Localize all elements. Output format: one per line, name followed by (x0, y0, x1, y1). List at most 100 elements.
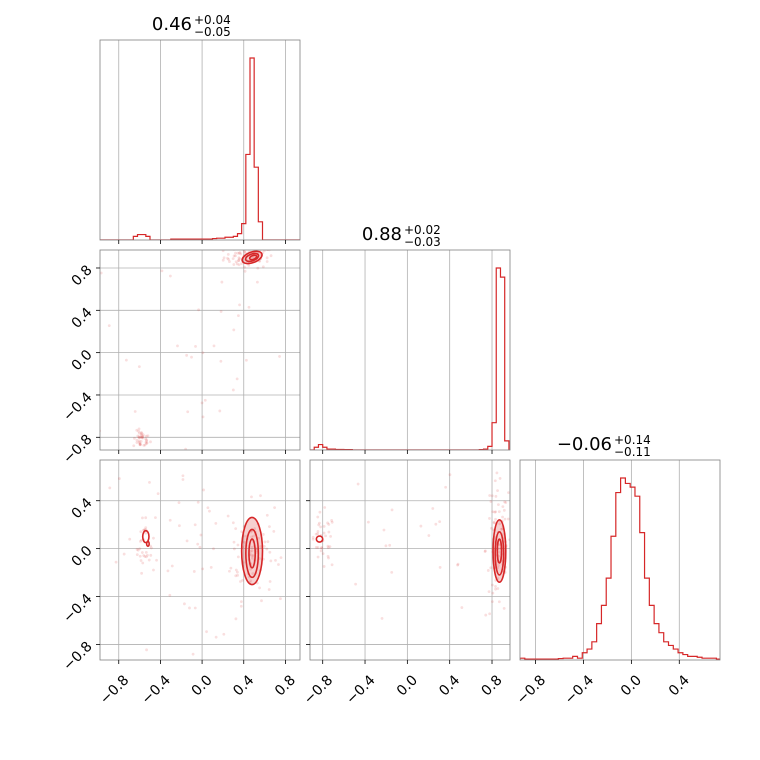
panel-scatter-2-0 (96, 459, 301, 713)
x-tick-label-col0-2: 0.0 (189, 672, 216, 699)
sample-point-scatter-1-0-1-5 (139, 440, 143, 443)
sample-point-scatter-2-0-1-19 (128, 537, 132, 541)
sample-point-scatter-2-0-2-21 (155, 558, 158, 562)
sample-point-scatter-1-0-0-39 (265, 260, 269, 263)
title-minus-hist-2: −0.11 (614, 445, 651, 459)
sample-point-scatter-1-0-1-23 (144, 440, 148, 444)
axes-frame-scatter-2-0 (99, 459, 301, 661)
sample-point-scatter-2-0-1-24 (152, 536, 155, 540)
sample-point-scatter-2-1-0-52 (494, 430, 497, 433)
sample-point-scatter-1-0-0-17 (239, 252, 243, 256)
sample-point-scatter-1-0-1-3 (141, 435, 144, 439)
x-tick-label-col0-1: −0.4 (139, 672, 174, 707)
x-tick-label-col1-4: 0.8 (479, 672, 506, 699)
sample-point-scatter-2-1-2-9 (390, 508, 394, 512)
sample-point-scatter-1-0-2-18 (201, 415, 205, 419)
sample-point-scatter-2-0-0-14 (228, 569, 231, 573)
sample-point-scatter-2-0-1-7 (146, 553, 149, 557)
sample-point-scatter-2-0-2-8 (117, 477, 121, 480)
sample-point-scatter-1-0-2-21 (235, 377, 239, 381)
sample-point-scatter-2-1-0-9 (493, 510, 497, 514)
sample-point-scatter-2-0-2-7 (142, 710, 145, 713)
sample-point-scatter-2-0-2-33 (266, 540, 270, 544)
sample-point-scatter-1-0-1-30 (141, 436, 145, 440)
sample-point-scatter-1-0-0-14 (263, 250, 266, 253)
sample-point-scatter-2-0-2-9 (236, 555, 240, 559)
x-tick-label-col1-0: −0.8 (301, 672, 336, 707)
sample-point-scatter-2-1-0-0 (508, 538, 510, 542)
sample-point-scatter-1-0-2-30 (124, 358, 128, 362)
sample-point-scatter-1-0-1-24 (137, 429, 140, 433)
sample-point-scatter-2-0-0-19 (255, 548, 259, 552)
sample-point-scatter-2-1-0-63 (503, 500, 507, 504)
sample-point-scatter-2-1-0-50 (491, 510, 495, 514)
sample-point-scatter-2-0-2-16 (166, 569, 170, 573)
sample-point-scatter-2-1-1-39 (307, 578, 310, 581)
x-tick-label-col0-4: 0.8 (272, 672, 299, 699)
sample-point-scatter-2-1-2-21 (460, 606, 464, 609)
panel-hist-2: −0.06 +0.14−0.11 (519, 433, 721, 664)
sample-point-scatter-2-0-1-11 (139, 559, 143, 562)
sample-point-scatter-1-0-1-38 (139, 443, 142, 447)
sample-point-scatter-2-0-0-31 (252, 534, 255, 538)
sample-point-scatter-1-0-1-33 (135, 441, 139, 444)
x-tick-label-col2-1: −0.4 (562, 672, 597, 707)
sample-point-scatter-2-0-0-9 (250, 535, 254, 539)
sample-point-scatter-2-0-2-56 (196, 542, 200, 546)
sample-point-scatter-2-1-0-65 (495, 471, 499, 475)
sample-point-scatter-2-1-0-80 (492, 520, 496, 524)
sample-point-scatter-1-0-2-3 (278, 355, 281, 358)
sample-point-scatter-1-0-0-53 (221, 250, 225, 253)
sample-point-scatter-2-0-0-42 (259, 545, 263, 548)
sample-point-scatter-2-0-0-41 (268, 580, 272, 583)
x-tick-label-col1-3: 0.4 (436, 672, 463, 699)
sample-point-scatter-2-1-1-2 (326, 544, 330, 548)
sample-point-scatter-1-0-1-15 (145, 439, 149, 443)
sample-point-scatter-2-0-2-0 (181, 474, 185, 478)
sample-point-scatter-2-0-2-28 (191, 652, 195, 656)
sample-point-scatter-1-0-0-49 (237, 259, 241, 262)
x-tick-label-col2-2: 0.0 (618, 672, 645, 699)
sample-point-scatter-2-1-0-60 (497, 600, 501, 604)
sample-point-scatter-2-0-2-15 (188, 606, 191, 610)
sample-point-scatter-2-1-1-23 (330, 520, 334, 524)
sample-point-scatter-1-0-2-32 (133, 410, 137, 413)
sample-point-scatter-2-1-0-41 (496, 587, 500, 590)
sample-point-scatter-2-0-0-65 (251, 554, 255, 557)
sample-point-scatter-2-1-1-8 (330, 519, 334, 522)
sample-point-scatter-2-0-0-13 (235, 570, 239, 574)
sample-point-scatter-2-1-0-56 (489, 566, 493, 570)
sample-point-scatter-2-0-0-36 (236, 573, 239, 577)
sample-point-scatter-2-1-0-84 (493, 479, 497, 483)
sample-point-scatter-2-1-1-24 (322, 531, 326, 535)
sample-point-scatter-2-0-2-54 (214, 635, 218, 639)
sample-point-scatter-2-1-2-17 (444, 485, 448, 489)
sample-point-scatter-1-0-0-25 (243, 245, 246, 248)
sample-point-scatter-2-1-0-87 (501, 505, 505, 509)
sample-point-scatter-1-0-1-36 (132, 444, 136, 448)
contour-scatter-2-1-3 (315, 535, 324, 543)
sample-point-scatter-2-1-0-78 (504, 501, 508, 504)
sample-point-scatter-2-0-0-18 (239, 580, 242, 583)
sample-point-scatter-1-0-0-32 (236, 251, 240, 255)
sample-point-scatter-2-0-1-29 (141, 516, 144, 520)
sample-point-scatter-2-0-0-30 (214, 521, 218, 525)
sample-point-scatter-2-1-2-13 (382, 528, 386, 532)
sample-point-scatter-2-0-1-1 (144, 531, 148, 535)
sample-point-scatter-2-0-0-56 (263, 540, 267, 544)
axes-frame-scatter-2-1 (309, 459, 511, 661)
sample-point-scatter-1-0-2-8 (212, 344, 216, 348)
sample-point-scatter-2-1-0-17 (487, 590, 491, 593)
sample-point-scatter-2-0-2-27 (170, 564, 174, 568)
contour-scatter-2-0-2 (248, 538, 257, 569)
sample-point-scatter-1-0-0-58 (238, 251, 242, 254)
sample-point-scatter-2-0-0-22 (265, 513, 269, 517)
sample-point-scatter-2-0-2-19 (144, 526, 148, 529)
sample-point-scatter-1-0-2-2 (255, 280, 259, 284)
sample-point-scatter-2-0-2-42 (177, 501, 181, 505)
contour-scatter-1-0-1 (244, 252, 260, 263)
sample-point-scatter-2-0-0-62 (234, 568, 238, 572)
contour-scatter-2-0-3 (141, 529, 150, 544)
histogram-step-hist-0 (100, 57, 300, 240)
